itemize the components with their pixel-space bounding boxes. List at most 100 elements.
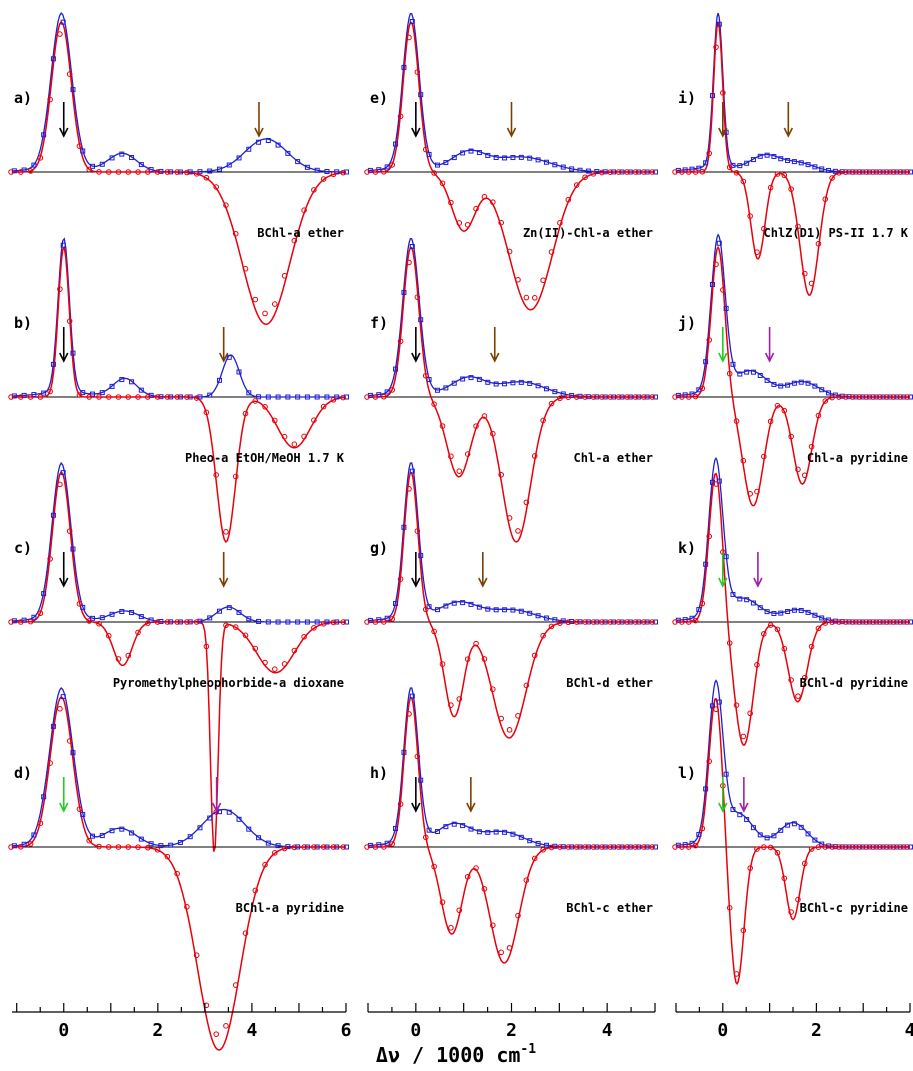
emission-point [531,453,538,459]
absorption-point [819,166,825,172]
absorption-point [846,169,852,175]
emission-point [389,841,395,847]
absorption-point [543,615,549,621]
emission-point [870,394,876,400]
emission-point [164,169,171,175]
absorption-point [527,610,533,616]
emission-point [599,169,605,176]
absorption-point [216,608,222,614]
emission-point [624,844,630,850]
emission-point [76,143,83,149]
emission-point [531,294,538,301]
absorption-point [750,600,756,606]
emission-point [281,845,288,852]
emission-point [86,837,93,844]
absorption-point [716,240,722,246]
emission-point [281,272,288,279]
absorption-point [451,155,457,161]
emission-point [18,619,24,625]
emission-point [203,643,210,650]
emission-point [774,402,781,409]
absorption-point [867,169,873,175]
emission-point [573,394,580,400]
emission-point [125,652,132,659]
absorption-point [177,619,183,625]
absorption-point [518,379,524,385]
emission-point [815,412,822,419]
absorption-point [409,243,415,249]
emission-point [301,633,307,640]
absorption-point [11,168,17,174]
emission-point [883,394,890,400]
absorption-point [771,381,777,387]
emission-point [842,169,849,175]
emission-point [125,169,132,175]
emission-point [808,280,815,287]
panel-j: j) Chl-a pyridine [672,233,913,507]
absorption-point [207,168,213,174]
absorption-point [867,844,873,850]
absorption-point [764,609,770,615]
emission-point [203,409,210,416]
emission-point [27,394,34,400]
emission-point [311,187,317,193]
marker-arrow-head [478,577,488,588]
emission-point [406,486,412,492]
emission-point [76,392,83,398]
emission-point [615,619,622,625]
emission-point [397,113,404,120]
emission-point [8,844,14,850]
absorption-point [80,148,86,154]
x-tick-label: 4 [905,1020,913,1041]
emission-point [849,844,856,850]
x-tick-label: 4 [246,1020,257,1041]
emission-point [897,844,904,850]
absorption-point [619,394,625,400]
x-tick-label: 0 [58,1020,69,1041]
emission-point [788,677,794,683]
emission-point [481,656,488,662]
absorption-point [476,604,482,610]
emission-point [836,844,842,850]
absorption-point [602,169,608,175]
absorption-point [873,619,879,625]
emission-point [193,171,200,177]
absorption-point [304,619,310,625]
emission-point [573,844,580,850]
absorption-point [744,817,750,823]
marker-arrow-head [59,352,69,363]
emission-point [481,413,488,419]
absorption-point [80,604,86,610]
emission-point [96,843,102,850]
absorption-point [426,827,432,833]
absorption-point [798,824,804,830]
emission-point [57,31,63,37]
emission-point [582,394,588,400]
emission-point [37,610,44,617]
x-tick-label: 2 [152,1020,163,1041]
absorption-point [314,619,320,625]
absorption-point [476,829,482,835]
emission-point [135,394,141,400]
emission-point [320,176,327,182]
sample-label: Chl-a ether [574,451,653,465]
marker-arrow-head [218,352,229,363]
emission-point [842,394,849,400]
emission-point [515,912,521,919]
emission-point [856,619,863,625]
emission-point [481,886,488,892]
absorption-point [750,825,756,831]
absorption-point [873,394,879,400]
emission-point [448,453,454,460]
absorption-point [275,394,281,400]
sample-label: Pyromethylpheophorbide-a dioxane [113,676,344,690]
emission-point [781,407,788,414]
absorption-point [627,394,633,400]
emission-point [37,820,44,827]
emission-point [733,418,740,424]
emission-point [801,860,808,867]
emission-point [713,261,719,268]
emission-curve [676,697,910,986]
absorption-point [569,619,575,625]
absorption-point [627,169,633,175]
